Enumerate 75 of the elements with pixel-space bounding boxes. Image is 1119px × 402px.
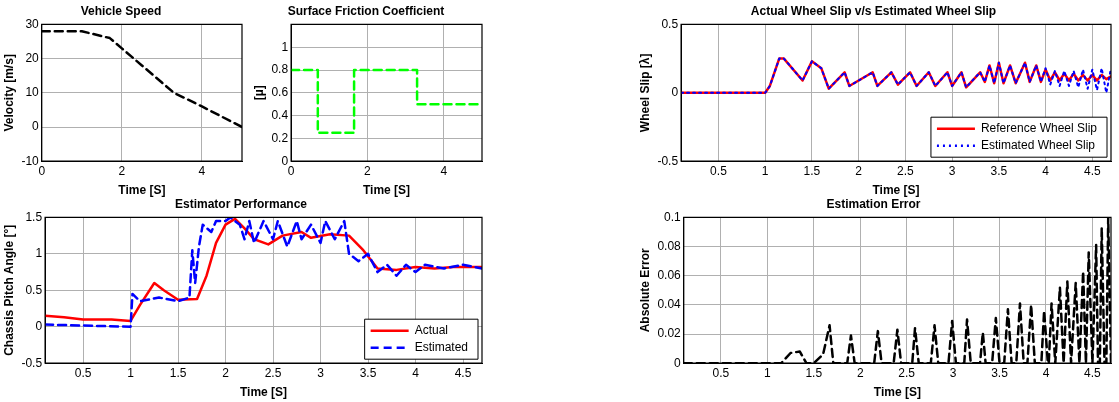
y-axis-title: Wheel Slip [λ] xyxy=(637,53,652,133)
x-tick-label: 1.5 xyxy=(169,365,187,380)
chart-title: Estimation Error xyxy=(826,196,921,211)
y-tick-label: 0.6 xyxy=(271,85,289,100)
y-tick-label: -0.5 xyxy=(21,355,43,370)
x-tick-label: 2 xyxy=(222,365,230,380)
x-tick-label: 0.5 xyxy=(712,365,730,380)
legend-label: Estimated Wheel Slip xyxy=(980,138,1096,153)
x-tick-label: 4 xyxy=(440,163,448,178)
x-tick-label: 3.5 xyxy=(991,365,1009,380)
x-tick-label: 1 xyxy=(764,365,771,380)
y-axis-title: Absolute Error xyxy=(637,247,652,333)
y-tick-label: 0 xyxy=(35,319,43,334)
x-tick-label: 3.5 xyxy=(990,163,1008,178)
y-tick-label: 0 xyxy=(674,355,682,370)
x-tick-label: 1 xyxy=(127,365,135,380)
y-tick-label: 0.08 xyxy=(657,238,682,253)
y-tick-label: 0.5 xyxy=(661,16,679,31)
x-tick-label: 0.5 xyxy=(710,163,728,178)
y-tick-label: 0.02 xyxy=(657,326,682,341)
x-axis-title: Time [S] xyxy=(362,183,411,198)
x-tick-label: 3 xyxy=(949,365,957,380)
x-axis-title: Time [S] xyxy=(872,183,920,198)
y-tick-label: 1 xyxy=(281,39,289,54)
legend-label: Actual xyxy=(414,323,448,338)
x-tick-label: 4 xyxy=(412,365,420,380)
y-tick-label: 0 xyxy=(32,119,40,134)
x-tick-label: 2.5 xyxy=(898,365,916,380)
x-axis-title: Time [S] xyxy=(118,183,166,198)
x-tick-label: 2.5 xyxy=(264,365,282,380)
legend-label: Estimated xyxy=(414,340,468,355)
y-tick-label: 0.8 xyxy=(271,62,289,77)
chart-title: Vehicle Speed xyxy=(80,3,162,18)
x-tick-label: 1.5 xyxy=(805,365,823,380)
x-tick-label: 4 xyxy=(1042,163,1050,178)
y-axis-title: Chassis Pitch Angle [°] xyxy=(1,224,16,356)
y-tick-label: -0.5 xyxy=(657,153,679,168)
chart-title: Surface Friction Coefficient xyxy=(287,3,445,18)
y-tick-label: 1.5 xyxy=(25,209,43,224)
x-tick-label: 4.5 xyxy=(1084,365,1102,380)
x-tick-label: 4 xyxy=(198,163,206,178)
x-tick-label: 2 xyxy=(856,365,864,380)
y-tick-label: 0.2 xyxy=(271,130,289,145)
y-tick-label: 0.1 xyxy=(664,209,682,224)
x-tick-label: 2 xyxy=(855,163,863,178)
legend-label: Reference Wheel Slip xyxy=(980,121,1098,136)
x-tick-label: 0.5 xyxy=(74,365,92,380)
y-tick-label: 0.06 xyxy=(657,268,682,283)
y-axis-title: [µ] xyxy=(251,85,266,101)
y-tick-label: 0.5 xyxy=(25,282,43,297)
x-tick-label: 2 xyxy=(118,163,126,178)
chart-title: Actual Wheel Slip v/s Estimated Wheel Slip xyxy=(750,3,997,18)
y-tick-label: 10 xyxy=(25,85,40,100)
x-tick-label: 2 xyxy=(364,163,372,178)
y-tick-label: 30 xyxy=(25,16,40,31)
y-tick-label: -10 xyxy=(21,153,40,168)
x-tick-label: 3 xyxy=(317,365,325,380)
x-tick-label: 4.5 xyxy=(454,365,472,380)
y-tick-label: 0.4 xyxy=(271,107,289,122)
y-tick-label: 20 xyxy=(25,50,40,65)
y-tick-label: 1 xyxy=(35,246,43,261)
x-tick-label: 1 xyxy=(761,163,769,178)
x-tick-label: 4 xyxy=(1042,365,1050,380)
x-tick-label: 4.5 xyxy=(1083,163,1101,178)
x-tick-label: 2.5 xyxy=(897,163,915,178)
chart-title: Estimator Performance xyxy=(174,196,308,211)
x-tick-label: 3 xyxy=(948,163,956,178)
y-tick-label: 0 xyxy=(671,85,679,100)
x-tick-label: 1.5 xyxy=(803,163,821,178)
y-axis-title: Velocity [m/s] xyxy=(1,54,16,132)
x-tick-label: 3.5 xyxy=(359,365,377,380)
y-tick-label: 0 xyxy=(281,153,289,168)
y-tick-label: 0.04 xyxy=(657,297,682,312)
x-axis-title: Time [S] xyxy=(873,385,921,400)
x-axis-title: Time [S] xyxy=(239,385,288,400)
